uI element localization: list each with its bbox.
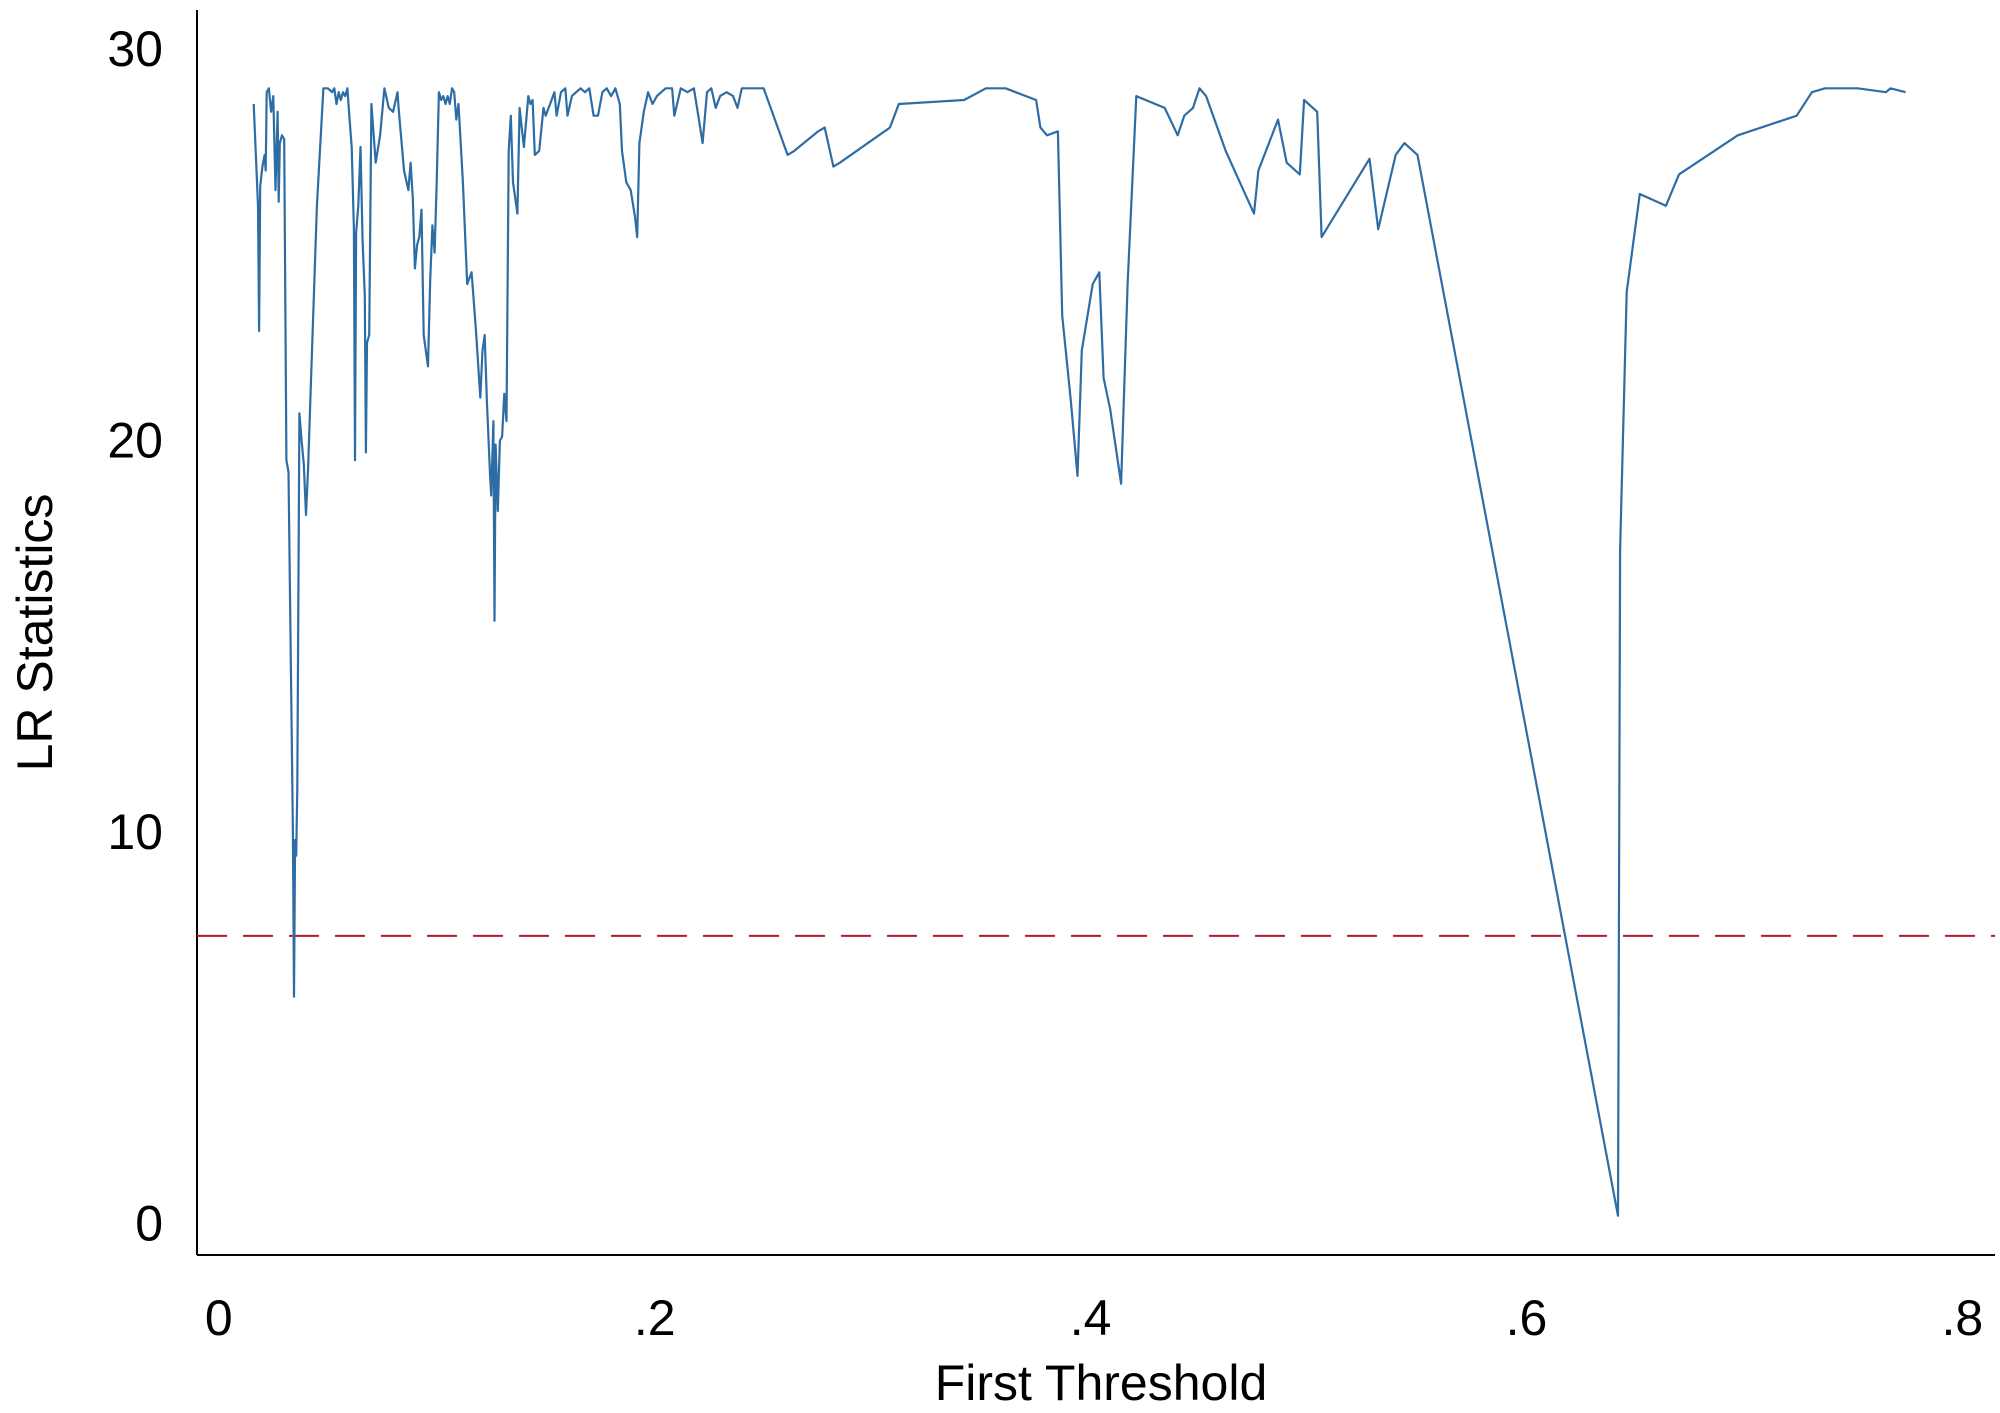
y-tick-label: 30	[107, 21, 163, 77]
y-tick-label: 20	[107, 413, 163, 469]
axes	[196, 10, 1995, 1256]
x-tick-label: .8	[1941, 1290, 1983, 1346]
y-tick-labels: 0 10 20 30	[107, 21, 163, 1252]
x-tick-label: .2	[634, 1290, 676, 1346]
series-layer	[252, 87, 1906, 1217]
x-tick-labels: 0 .2 .4 .6 .8	[205, 1290, 1983, 1346]
y-tick-label: 10	[107, 804, 163, 860]
x-tick-label: 0	[205, 1290, 233, 1346]
x-tick-label: .6	[1506, 1290, 1548, 1346]
y-axis-title: LR Statistics	[7, 494, 63, 772]
y-tick-label: 0	[135, 1196, 163, 1252]
x-tick-label: .4	[1070, 1290, 1112, 1346]
lr-statistic-series-line	[252, 87, 1906, 1217]
x-axis-title: First Threshold	[935, 1355, 1268, 1411]
